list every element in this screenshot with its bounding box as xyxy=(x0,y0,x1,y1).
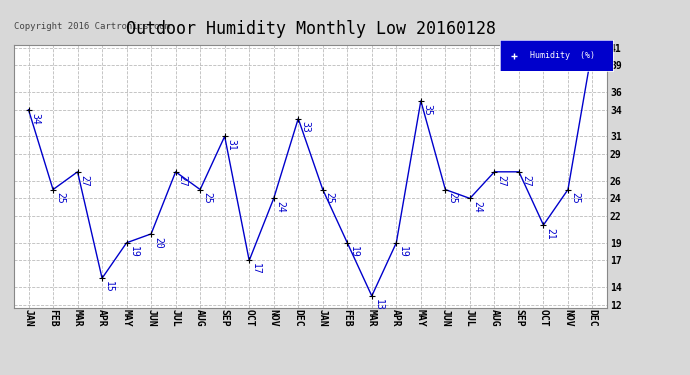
Text: 27: 27 xyxy=(521,175,531,186)
Text: 19: 19 xyxy=(128,246,139,257)
Text: 33: 33 xyxy=(300,122,310,133)
Text: 41: 41 xyxy=(594,51,604,62)
Text: 17: 17 xyxy=(251,263,261,275)
Text: 25: 25 xyxy=(570,192,580,204)
Text: 24: 24 xyxy=(472,201,482,213)
Text: 19: 19 xyxy=(398,246,408,257)
Text: 24: 24 xyxy=(276,201,286,213)
Title: Outdoor Humidity Monthly Low 20160128: Outdoor Humidity Monthly Low 20160128 xyxy=(126,20,495,38)
Text: 15: 15 xyxy=(104,281,114,293)
Text: 31: 31 xyxy=(226,139,237,151)
Text: 13: 13 xyxy=(374,299,384,310)
Text: 21: 21 xyxy=(545,228,555,240)
Text: Copyright 2016 Cartronics.com: Copyright 2016 Cartronics.com xyxy=(14,21,170,31)
Text: 25: 25 xyxy=(325,192,335,204)
Text: 25: 25 xyxy=(202,192,212,204)
Text: 20: 20 xyxy=(153,237,163,248)
Text: 27: 27 xyxy=(79,175,90,186)
Text: 19: 19 xyxy=(349,246,359,257)
Text: 35: 35 xyxy=(423,104,433,116)
Text: 27: 27 xyxy=(496,175,506,186)
Text: 25: 25 xyxy=(55,192,65,204)
Text: 27: 27 xyxy=(177,175,188,186)
Text: 25: 25 xyxy=(447,192,457,204)
Text: 34: 34 xyxy=(30,112,41,124)
